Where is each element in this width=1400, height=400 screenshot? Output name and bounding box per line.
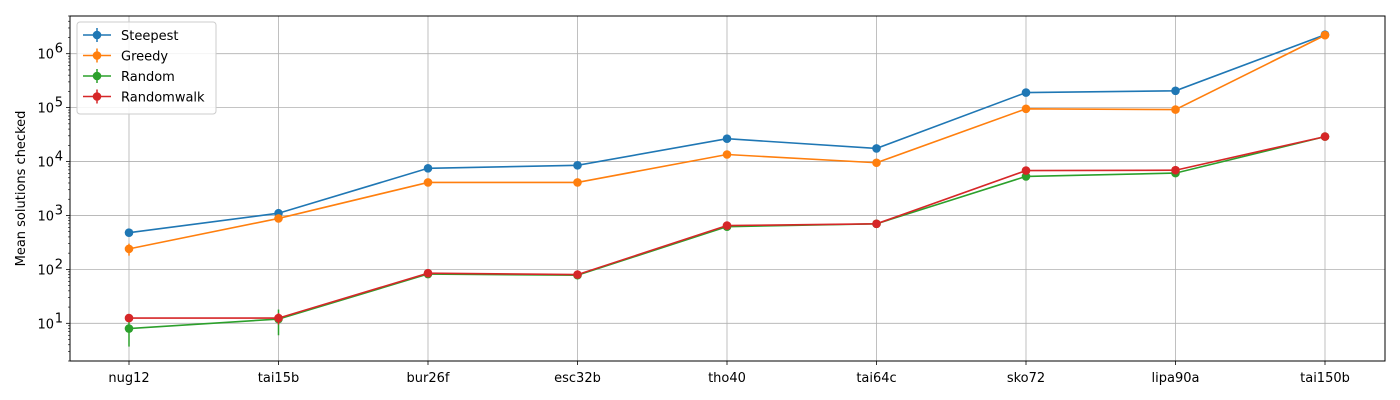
data-point <box>722 221 732 230</box>
data-point <box>872 219 881 229</box>
legend-label: Randomwalk <box>121 91 205 106</box>
y-tick-exponent: 4 <box>55 150 63 165</box>
data-point <box>1171 105 1180 114</box>
x-tick-label: esc32b <box>554 371 601 386</box>
legend-marker <box>92 30 102 40</box>
series-randomwalk <box>124 132 1330 325</box>
x-tick-label: tai64c <box>856 371 896 386</box>
data-point <box>1021 166 1031 175</box>
legend-entry-randomwalk: Randomwalk <box>83 89 205 106</box>
x-tick-label: nug12 <box>108 371 149 386</box>
series-layer <box>124 30 1330 347</box>
legend-label: Steepest <box>121 29 178 44</box>
x-tick-label: lipa90a <box>1152 371 1200 386</box>
legend-label: Random <box>121 70 175 85</box>
plot-frame <box>69 15 1386 362</box>
x-tick-label: sko72 <box>1007 371 1045 386</box>
data-point <box>1171 86 1180 96</box>
legend-label: Greedy <box>121 50 168 65</box>
y-tick-exponent: 6 <box>55 42 63 57</box>
y-tick-exponent: 1 <box>55 311 63 326</box>
data-point <box>274 313 283 323</box>
data-point <box>124 244 134 254</box>
data-point <box>722 134 732 144</box>
data-point <box>124 313 134 323</box>
data-point <box>124 324 134 333</box>
data-point <box>872 144 881 153</box>
legend-marker <box>92 51 102 60</box>
x-tick-label: bur26f <box>407 371 450 386</box>
data-point <box>573 161 582 170</box>
plot-background <box>70 16 1385 361</box>
y-axis-title: Mean solutions checked <box>14 111 29 267</box>
data-point <box>1320 30 1330 40</box>
data-point <box>1021 88 1031 97</box>
legend: Steepest Greedy Random Randomwalk <box>76 21 217 115</box>
data-point <box>274 214 283 223</box>
data-point <box>1021 104 1031 114</box>
x-tick-label: tho40 <box>708 371 746 386</box>
legend-box <box>76 21 217 115</box>
data-point <box>872 158 881 168</box>
legend-entry-random: Random <box>83 69 175 85</box>
y-tick-exponent: 5 <box>55 96 63 111</box>
y-tick-exponent: 2 <box>55 257 63 272</box>
y-tick-label: 10 <box>37 317 54 332</box>
series-greedy <box>124 30 1330 256</box>
data-point <box>1171 165 1180 175</box>
data-point <box>423 163 433 173</box>
y-tick-label: 10 <box>37 102 54 117</box>
legend-marker <box>92 71 102 81</box>
y-tick-exponent: 3 <box>55 203 63 218</box>
data-point <box>423 178 433 187</box>
y-tick-label: 10 <box>37 48 54 63</box>
y-tick-label: 10 <box>37 156 54 171</box>
y-tick-label: 10 <box>37 263 54 278</box>
data-point <box>1320 132 1330 141</box>
data-point <box>573 270 582 279</box>
legend-entry-greedy: Greedy <box>83 48 168 65</box>
data-point <box>124 228 134 237</box>
x-tick-label: tai15b <box>258 371 299 386</box>
data-point <box>423 268 433 278</box>
data-point <box>722 150 732 159</box>
y-tick-label: 10 <box>37 209 54 224</box>
x-tick-label: tai150b <box>1300 371 1350 386</box>
x-axis: nug12 tai15b bur26f esc32b tho40 tai64c sko72 l… <box>108 361 1350 386</box>
data-point <box>573 178 582 187</box>
legend-entry-steepest: Steepest <box>83 28 178 44</box>
legend-marker <box>92 92 102 101</box>
